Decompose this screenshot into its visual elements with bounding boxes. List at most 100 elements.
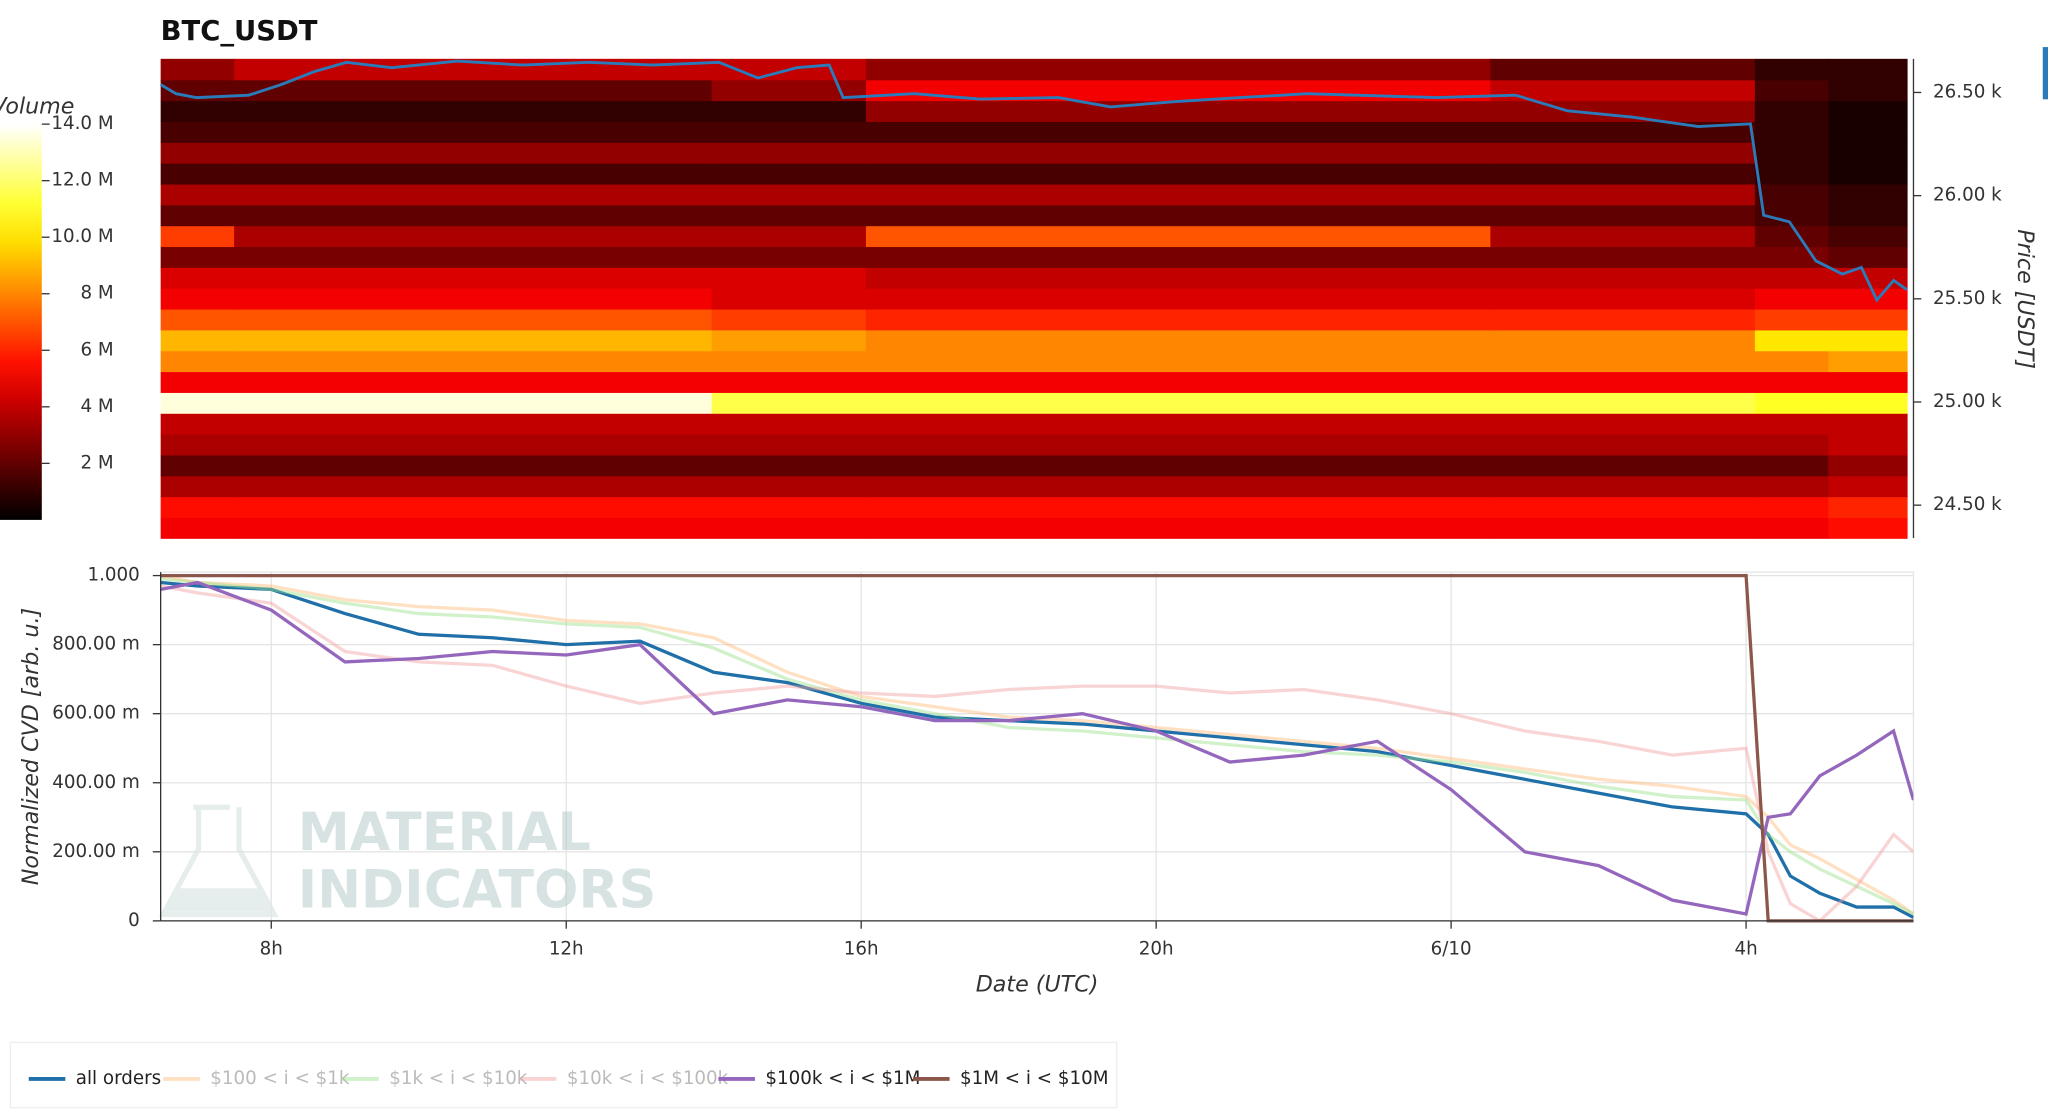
heat-cell — [1754, 392, 1829, 414]
heat-cell — [711, 392, 867, 414]
heat-cell — [1828, 121, 1908, 143]
heat-cell — [1490, 267, 1756, 289]
watermark: MATERIAL — [298, 803, 591, 863]
legend-label: $1k < i < $10k — [389, 1068, 528, 1089]
heat-cell — [711, 350, 867, 373]
heat-cell — [1828, 225, 1908, 248]
heat-cell — [1490, 204, 1756, 227]
heat-cell — [160, 392, 235, 414]
colorbar-tick-label: 2 M — [80, 452, 113, 473]
heat-cell — [1828, 246, 1908, 268]
heat-cell — [234, 371, 713, 393]
heat-cell — [160, 246, 235, 268]
heat-cell — [711, 413, 867, 435]
chart-title: BTC_USDT — [161, 16, 318, 47]
heat-cell — [1490, 121, 1756, 143]
heat-cell — [1490, 475, 1756, 498]
heat-cell — [160, 433, 235, 456]
heat-cell — [1828, 329, 1908, 352]
heat-cell — [234, 329, 713, 352]
heat-cell — [234, 79, 713, 102]
heat-cell — [711, 183, 867, 206]
heat-cell — [711, 267, 867, 289]
heat-cell — [1754, 225, 1829, 248]
heat-cell — [1754, 183, 1829, 206]
heat-cell — [1754, 246, 1829, 268]
heat-cell — [865, 350, 1492, 373]
edge-widget — [2042, 47, 2048, 100]
heat-cell — [1828, 183, 1908, 206]
heat-cell — [711, 329, 867, 352]
colorbar-tick-label: 8 M — [80, 283, 113, 304]
heat-cell — [160, 350, 235, 373]
heat-cell — [234, 496, 713, 518]
heat-cell — [234, 475, 713, 498]
y-tick-label: 25.00 k — [1933, 391, 2002, 412]
heat-cell — [160, 204, 235, 227]
heat-cell — [865, 329, 1492, 352]
heat-cell — [234, 433, 713, 456]
heat-cell — [711, 517, 867, 539]
heat-cell — [160, 121, 235, 143]
heat-cell — [1490, 163, 1756, 185]
heat-cell — [711, 142, 867, 164]
heat-cell — [1490, 413, 1756, 435]
heat-cell — [1754, 329, 1829, 352]
heat-cell — [234, 183, 713, 206]
heat-cell — [234, 246, 713, 268]
heat-cell — [160, 100, 235, 123]
heat-cell — [865, 413, 1492, 435]
colorbar-tick-label: 12.0 M — [51, 170, 113, 191]
heat-cell — [865, 204, 1492, 227]
heat-cell — [1490, 329, 1756, 352]
heat-cell — [711, 79, 867, 102]
heat-cell — [865, 121, 1492, 143]
price-line — [159, 59, 1908, 303]
legend-label: $100k < i < $1M — [765, 1068, 920, 1089]
y-tick-label: 24.50 k — [1933, 494, 2002, 515]
heat-cell — [234, 121, 713, 143]
heat-cell — [711, 371, 867, 393]
heat-cell — [1754, 496, 1829, 518]
heat-cell — [865, 308, 1492, 331]
heat-cell — [1754, 288, 1829, 310]
heat-cell — [1828, 475, 1908, 498]
heat-cell — [865, 371, 1492, 393]
heat-cell — [865, 163, 1492, 185]
heat-cell — [865, 517, 1492, 539]
y-tick-label: 26.00 k — [1933, 185, 2002, 206]
heat-cell — [1754, 308, 1829, 331]
heat-cell — [160, 329, 235, 352]
heat-cell — [1754, 433, 1829, 456]
y-axis-label: Price [USDT] — [2012, 229, 2038, 369]
cvd-line — [160, 577, 1914, 916]
heat-cell — [1490, 288, 1756, 310]
heat-cell — [1754, 204, 1829, 227]
heat-cell — [1754, 454, 1829, 477]
y-axis-label: Normalized CVD [arb. u.] — [18, 608, 44, 885]
x-tick-label: 16h — [844, 939, 879, 960]
x-tick-label: 8h — [260, 939, 283, 960]
watermark-icon — [158, 804, 279, 917]
legend-label: $100 < i < $1k — [210, 1068, 350, 1089]
heat-cell — [865, 454, 1492, 477]
heat-cell — [1754, 371, 1829, 393]
heat-cell — [1754, 79, 1829, 102]
y-tick-label: 200.00 m — [52, 841, 140, 862]
heat-cell — [234, 225, 713, 248]
heat-cell — [711, 433, 867, 456]
heat-cell — [1828, 350, 1908, 373]
heat-cell — [1828, 517, 1908, 539]
heat-cell — [1828, 413, 1908, 435]
heat-cell — [1828, 433, 1908, 456]
heat-cell — [1490, 58, 1756, 81]
heat-cell — [711, 308, 867, 331]
heat-cell — [1490, 517, 1756, 539]
heat-cell — [711, 100, 867, 123]
heat-cell — [1828, 454, 1908, 477]
heat-cell — [1828, 204, 1908, 227]
heat-cell — [1490, 392, 1756, 414]
heat-cell — [865, 100, 1492, 123]
legend-box — [9, 1041, 1118, 1109]
